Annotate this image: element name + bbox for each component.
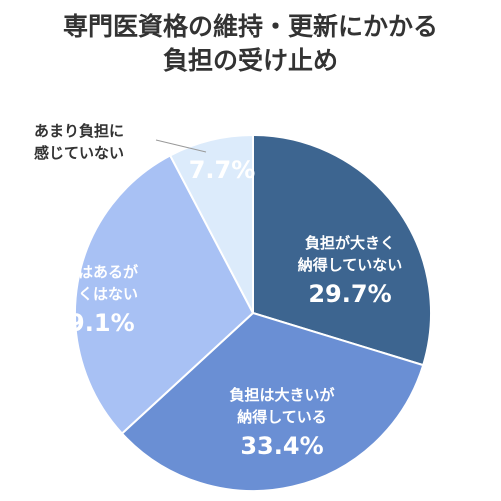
pie-slice-3 <box>74 154 255 435</box>
slice-name-2-line-2: 納得している <box>237 408 327 426</box>
slice-value-2: 33.4% <box>240 432 323 460</box>
chart-title-line-1: 専門医資格の維持・更新にかかる <box>62 12 438 41</box>
slice-label-2: 負担は大きいが納得している 33.4% <box>229 386 335 460</box>
slice-name-2-line-1: 負担は大きいが <box>229 386 335 404</box>
leader-line <box>155 139 207 153</box>
chart-title: 専門医資格の維持・更新にかかる 負担の受け止め <box>0 10 501 78</box>
slice-label-1: 負担が大きく納得していない 29.7% <box>298 234 403 308</box>
chart-title-line-2: 負担の受け止め <box>162 46 338 75</box>
slice-label-outside-4: あまり負担に感じていない <box>34 122 124 162</box>
slice-label-3: 負担はあるが大きくはない 29.1% <box>48 263 139 337</box>
slice-value-1: 29.7% <box>308 280 391 308</box>
pie-slice-2 <box>120 311 425 492</box>
slice-name-1-line-1: 負担が大きく <box>305 234 395 252</box>
pie-slice-4 <box>168 133 254 314</box>
slice-value-3: 29.1% <box>51 309 134 337</box>
pie-slice-1 <box>252 133 432 367</box>
slice-name-3-line-2: 大きくはない <box>48 285 138 303</box>
slice-label-4: 7.7% <box>189 156 256 184</box>
slice-name-4-line-1: あまり負担に <box>34 122 124 140</box>
slice-name-3-line-1: 負担はあるが <box>48 263 139 281</box>
slice-value-4: 7.7% <box>189 156 256 184</box>
slice-name-4-line-2: 感じていない <box>34 144 124 162</box>
slice-name-1-line-2: 納得していない <box>298 256 403 274</box>
